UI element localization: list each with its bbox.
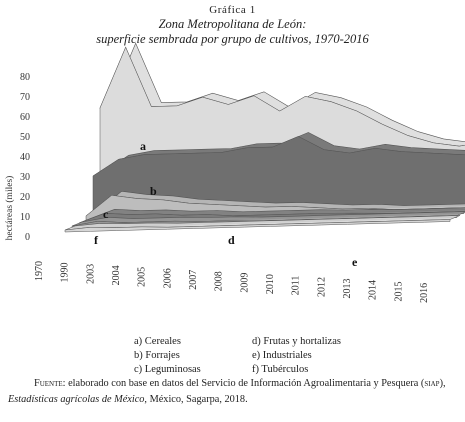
x-tick-label: 2014 <box>368 280 379 300</box>
y-tick-label: 0 <box>25 232 30 243</box>
y-tick-label: 50 <box>20 132 30 143</box>
x-tick-label: 2004 <box>111 265 122 285</box>
x-tick-label: 1990 <box>60 262 71 282</box>
source-abbr: siap <box>424 378 440 389</box>
x-tick-label: 2008 <box>214 271 225 291</box>
source-publication: Estadísticas agrícolas de México <box>8 394 145 405</box>
series-label-a: a <box>140 139 146 153</box>
legend-item-d: d) Frutas y hortalizas <box>252 336 341 347</box>
chart-title-line2: superficie sembrada por grupo de cultivo… <box>96 32 369 46</box>
x-tick-label: 2015 <box>393 281 404 301</box>
y-tick-label: 10 <box>20 212 30 223</box>
y-tick-label: 80 <box>20 72 30 83</box>
legend-item-f: f) Tubérculos <box>252 364 309 375</box>
x-tick-label: 2010 <box>265 274 276 294</box>
source-text-3: , México, Sagarpa, 2018. <box>144 394 248 405</box>
y-axis-label: hectáreas (miles) <box>4 176 15 241</box>
series-label-c: c <box>103 207 109 221</box>
x-tick-label: 2012 <box>316 277 327 297</box>
area-chart-3d: hectáreas (miles) 0 10 20 30 40 50 60 70 80 a b c d e… <box>4 42 465 303</box>
x-tick-label: 2005 <box>137 267 148 287</box>
source-lead: Fuente <box>34 378 63 389</box>
x-tick-label: 2013 <box>342 279 353 299</box>
source-note: Fuente: elaborado con base en datos del … <box>8 376 460 408</box>
x-tick-label: 2006 <box>162 268 173 288</box>
legend-item-e: e) Industriales <box>252 350 312 361</box>
series-f-ribbon <box>64 219 451 233</box>
x-tick-label: 2007 <box>188 270 199 290</box>
y-tick-label: 30 <box>20 172 30 183</box>
y-tick-label: 70 <box>20 92 30 103</box>
chart-number: Gráfica 1 <box>209 4 256 16</box>
y-tick-label: 20 <box>20 192 30 203</box>
x-tick-label: 1970 <box>34 261 45 281</box>
legend-column-1: a) Cereales b) Forrajes c) Leguminosas <box>134 336 201 378</box>
legend-column-2: d) Frutas y hortalizas e) Industriales f… <box>252 336 341 378</box>
series-label-f: f <box>94 233 99 247</box>
legend-item-a: a) Cereales <box>134 336 181 347</box>
x-tick-label: 2011 <box>291 276 302 296</box>
y-tick-label: 60 <box>20 112 30 123</box>
series-label-e: e <box>352 255 358 269</box>
series-label-b: b <box>150 184 157 198</box>
x-tick-label: 2003 <box>85 264 96 284</box>
x-tick-label: 2009 <box>239 273 250 293</box>
y-tick-label: 40 <box>20 152 30 163</box>
legend-item-b: b) Forrajes <box>134 350 180 361</box>
chart-title-line1: Zona Metropolitana de León: <box>158 17 307 31</box>
legend-item-c: c) Leguminosas <box>134 364 201 375</box>
source-text-1: : elaborado con base en datos del Servic… <box>62 378 425 389</box>
series-label-d: d <box>228 233 235 247</box>
x-tick-label: 2016 <box>419 283 430 303</box>
source-text-2: ), <box>439 378 446 389</box>
